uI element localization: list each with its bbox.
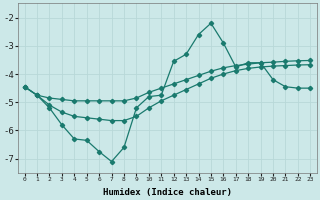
X-axis label: Humidex (Indice chaleur): Humidex (Indice chaleur) [103, 188, 232, 197]
